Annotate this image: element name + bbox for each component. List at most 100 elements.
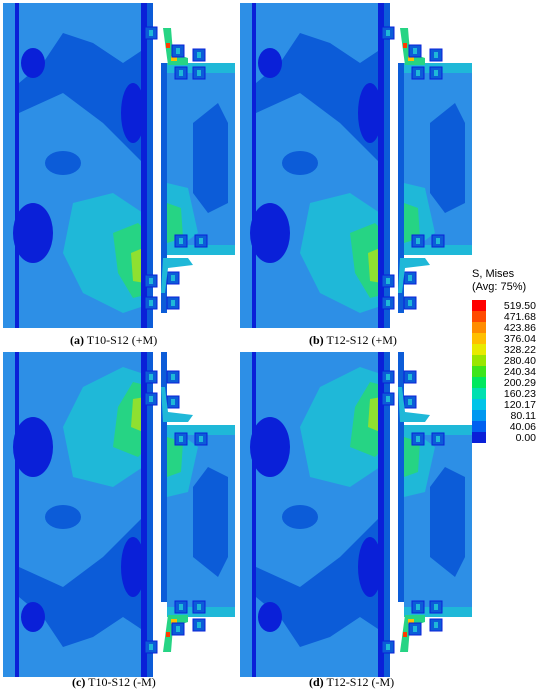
column-flange-inner [384,3,390,328]
column-flange-outer [378,3,384,328]
stress-contour-plot-d [240,352,472,677]
bolt-shank [416,70,420,76]
column-left-flange [3,352,15,677]
bolt-shank [408,399,412,405]
bolt-shank [434,52,438,58]
legend-level: 160.23 [472,388,550,400]
legend-level: 471.68 [472,311,550,323]
bolt-shank [149,300,153,306]
contour-c [3,352,235,677]
stiffener-top [400,615,425,652]
low-stress-zone-4 [258,602,282,632]
bolt-shank [386,300,390,306]
stiffener-top [163,28,188,65]
contour-panel-a [3,3,235,328]
end-plate [161,63,167,313]
caption-c-label: T10-S12 (-M) [88,675,156,689]
bolt-shank [149,374,153,380]
bolt-shank [416,436,420,442]
bolt-shank [197,604,201,610]
stress-legend: S, Mises (Avg: 75%) 519.50 471.68 423.86 37… [472,268,550,444]
column-flange-outer [141,3,147,328]
bolt-shank [413,626,417,632]
legend-value: 120.17 [503,398,536,411]
light-stress-zone-top [19,597,153,677]
column-left-flange [240,3,252,328]
hotspot-1 [166,632,170,637]
bolt-shank [149,30,153,36]
bolt-shank [386,374,390,380]
bolt-shank [436,436,440,442]
legend-swatch [472,366,486,377]
bolt-shank [171,374,175,380]
beam-low-zone [193,467,228,577]
bolt-shank [149,396,153,402]
caption-b-label: T12-S12 (+M) [326,333,397,347]
beam-bottom-flange [167,245,235,255]
bolt-shank [413,48,417,54]
legend-swatch [472,432,486,443]
legend-level: 200.29 [472,376,550,389]
stress-contour-plot-b [240,3,472,328]
legend-swatch [472,311,486,322]
column-left-edge [15,352,19,677]
bolt-shank [436,238,440,244]
legend-level: 376.04 [472,333,550,345]
caption-b: (b) T12-S12 (+M) [309,333,397,348]
low-stress-zone-4 [21,602,45,632]
column-left-edge [15,3,19,328]
beam-bottom-flange [167,425,235,435]
low-stress-zone-3 [282,151,318,175]
legend-level: 120.17 [472,398,550,411]
column-flange-inner [147,3,153,328]
hotspot-2 [408,619,414,624]
bolt-shank [149,278,153,284]
bolt-shank [434,622,438,628]
bolt-shank [197,52,201,58]
beam-low-zone [430,103,465,213]
light-stress-zone-top [256,597,390,677]
low-stress-zone-2 [358,83,382,143]
low-stress-zone-2 [121,83,145,143]
bolt-shank [386,644,390,650]
bolt-shank [386,30,390,36]
stiffener-top [163,615,188,652]
legend-value: 40.06 [509,420,536,433]
caption-d-label: T12-S12 (-M) [326,675,395,689]
beam-green-zone [404,437,420,477]
legend-swatch [472,410,486,421]
gap [390,357,400,677]
legend-swatch [472,421,486,432]
hotspot-2 [408,56,414,61]
column-flange-outer [141,352,147,677]
caption-d-letter: (d) [309,675,324,689]
legend-value: 519.50 [503,299,536,312]
beam-green-zone [167,203,183,243]
end-plate [161,352,167,602]
column-left-edge [252,3,256,328]
low-stress-zone-3 [282,505,318,529]
bolt-shank [386,396,390,402]
stress-contour-plot-c [3,352,235,677]
contour-a [3,3,235,328]
beam-bottom-flange [404,425,472,435]
column-left-edge [252,352,256,677]
legend-value: 280.40 [503,354,536,367]
bolt-shank [171,300,175,306]
bolt-shank [171,399,175,405]
hotspot-1 [403,43,407,48]
bolt-shank [197,70,201,76]
legend-value: 200.29 [503,376,536,389]
legend-value: 328.22 [503,343,536,356]
bolt-shank [199,436,203,442]
legend-level: 328.22 [472,343,550,356]
legend-swatch [472,344,486,355]
bolt-shank [176,48,180,54]
end-plate [398,352,404,602]
beam-low-zone [193,103,228,213]
legend-level: 240.34 [472,366,550,378]
caption-c: (c) T10-S12 (-M) [72,675,156,690]
bolt-shank [176,626,180,632]
stiffener-bottom [161,258,193,293]
legend-swatch [472,355,486,366]
